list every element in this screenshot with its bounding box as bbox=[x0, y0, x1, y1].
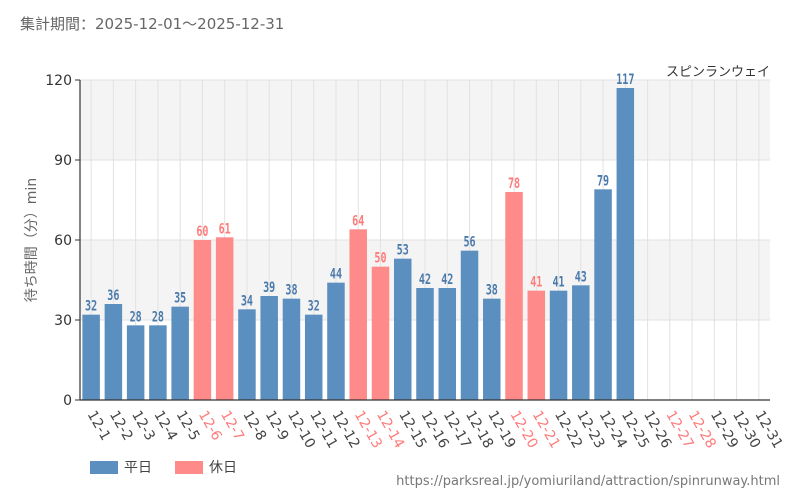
value-label-12-15: 53 bbox=[397, 242, 409, 258]
bar-12-20 bbox=[505, 192, 523, 400]
legend-weekday: 平日 bbox=[90, 457, 152, 477]
period-label: 集計期間：2025-12-01～2025-12-31 bbox=[20, 15, 285, 33]
value-label-12-3: 28 bbox=[130, 309, 142, 325]
bar-12-6 bbox=[193, 240, 212, 400]
chart-title: スピンランウェイ bbox=[666, 65, 770, 80]
bar-12-9 bbox=[260, 296, 278, 400]
legend-weekday-label: 平日 bbox=[124, 460, 152, 476]
bar-12-1 bbox=[82, 314, 100, 400]
value-label-12-19: 38 bbox=[486, 282, 498, 298]
bar-chart: 32 36 28 28 35 60 61 34 39 38 32 44 64 50 53 42 42 56 38 78… bbox=[24, 65, 786, 450]
y-tick-label: 30 bbox=[54, 313, 72, 329]
y-tick-label: 60 bbox=[54, 233, 72, 249]
bar-12-21 bbox=[527, 290, 546, 400]
value-label-12-25: 117 bbox=[616, 71, 634, 87]
bar-12-11 bbox=[304, 314, 323, 400]
y-tick-label: 0 bbox=[63, 393, 72, 409]
bar-12-15 bbox=[393, 258, 412, 400]
bar-12-16 bbox=[416, 288, 434, 400]
chart-bars bbox=[82, 88, 635, 400]
bar-12-18 bbox=[460, 250, 479, 400]
legend-holiday-swatch bbox=[175, 460, 203, 474]
value-label-12-21: 41 bbox=[530, 274, 542, 290]
value-label-12-13: 64 bbox=[352, 213, 364, 229]
bar-12-10 bbox=[282, 298, 301, 400]
bar-12-22 bbox=[549, 290, 568, 400]
value-label-12-7: 61 bbox=[219, 221, 231, 237]
value-label-12-14: 50 bbox=[374, 250, 386, 266]
chart-y-ticks: 0 30 60 90 120 bbox=[45, 73, 80, 409]
bar-12-2 bbox=[104, 304, 123, 400]
value-label-12-11: 32 bbox=[308, 298, 320, 314]
value-label-12-4: 28 bbox=[152, 309, 164, 325]
bar-12-14 bbox=[371, 266, 390, 400]
bar-12-24 bbox=[594, 189, 612, 400]
value-label-12-2: 36 bbox=[107, 287, 119, 303]
value-label-12-16: 42 bbox=[419, 271, 431, 287]
value-label-12-6: 60 bbox=[196, 223, 208, 239]
bar-12-23 bbox=[572, 285, 590, 400]
bar-12-19 bbox=[483, 298, 501, 400]
legend-weekday-swatch bbox=[90, 460, 118, 474]
bar-12-25 bbox=[616, 88, 635, 400]
value-label-12-5: 35 bbox=[174, 290, 186, 306]
bar-12-13 bbox=[349, 229, 367, 400]
value-label-12-9: 39 bbox=[263, 279, 275, 295]
bar-12-3 bbox=[126, 325, 145, 400]
value-label-12-18: 56 bbox=[463, 234, 475, 250]
value-label-12-20: 78 bbox=[508, 175, 520, 191]
value-label-12-12: 44 bbox=[330, 266, 342, 282]
legend-holiday-label: 休日 bbox=[209, 460, 237, 476]
bar-12-17 bbox=[438, 288, 457, 400]
bar-12-7 bbox=[215, 237, 234, 400]
source-url: https://parksreal.jp/yomiuriland/attract… bbox=[396, 474, 780, 489]
value-label-12-24: 79 bbox=[597, 173, 609, 189]
y-tick-label: 120 bbox=[45, 73, 72, 89]
chart-value-labels: 32 36 28 28 35 60 61 34 39 38 32 44 64 50 53 42 42 56 38 78… bbox=[85, 71, 634, 324]
value-label-12-22: 41 bbox=[552, 274, 564, 290]
value-label-12-1: 32 bbox=[85, 298, 97, 314]
value-label-12-8: 34 bbox=[241, 293, 253, 309]
value-label-12-17: 42 bbox=[441, 271, 453, 287]
y-axis-label: 待ち時間（分）min bbox=[24, 178, 40, 302]
value-label-12-10: 38 bbox=[285, 282, 297, 298]
value-label-12-23: 43 bbox=[575, 269, 587, 285]
bar-12-12 bbox=[327, 282, 345, 400]
bar-12-8 bbox=[238, 309, 256, 400]
legend-holiday: 休日 bbox=[175, 457, 237, 477]
y-tick-label: 90 bbox=[54, 153, 72, 169]
chart-x-ticks: 12-112-212-312-412-512-612-712-812-912-1… bbox=[84, 408, 786, 450]
bar-12-4 bbox=[149, 325, 167, 400]
bar-12-5 bbox=[171, 306, 189, 400]
